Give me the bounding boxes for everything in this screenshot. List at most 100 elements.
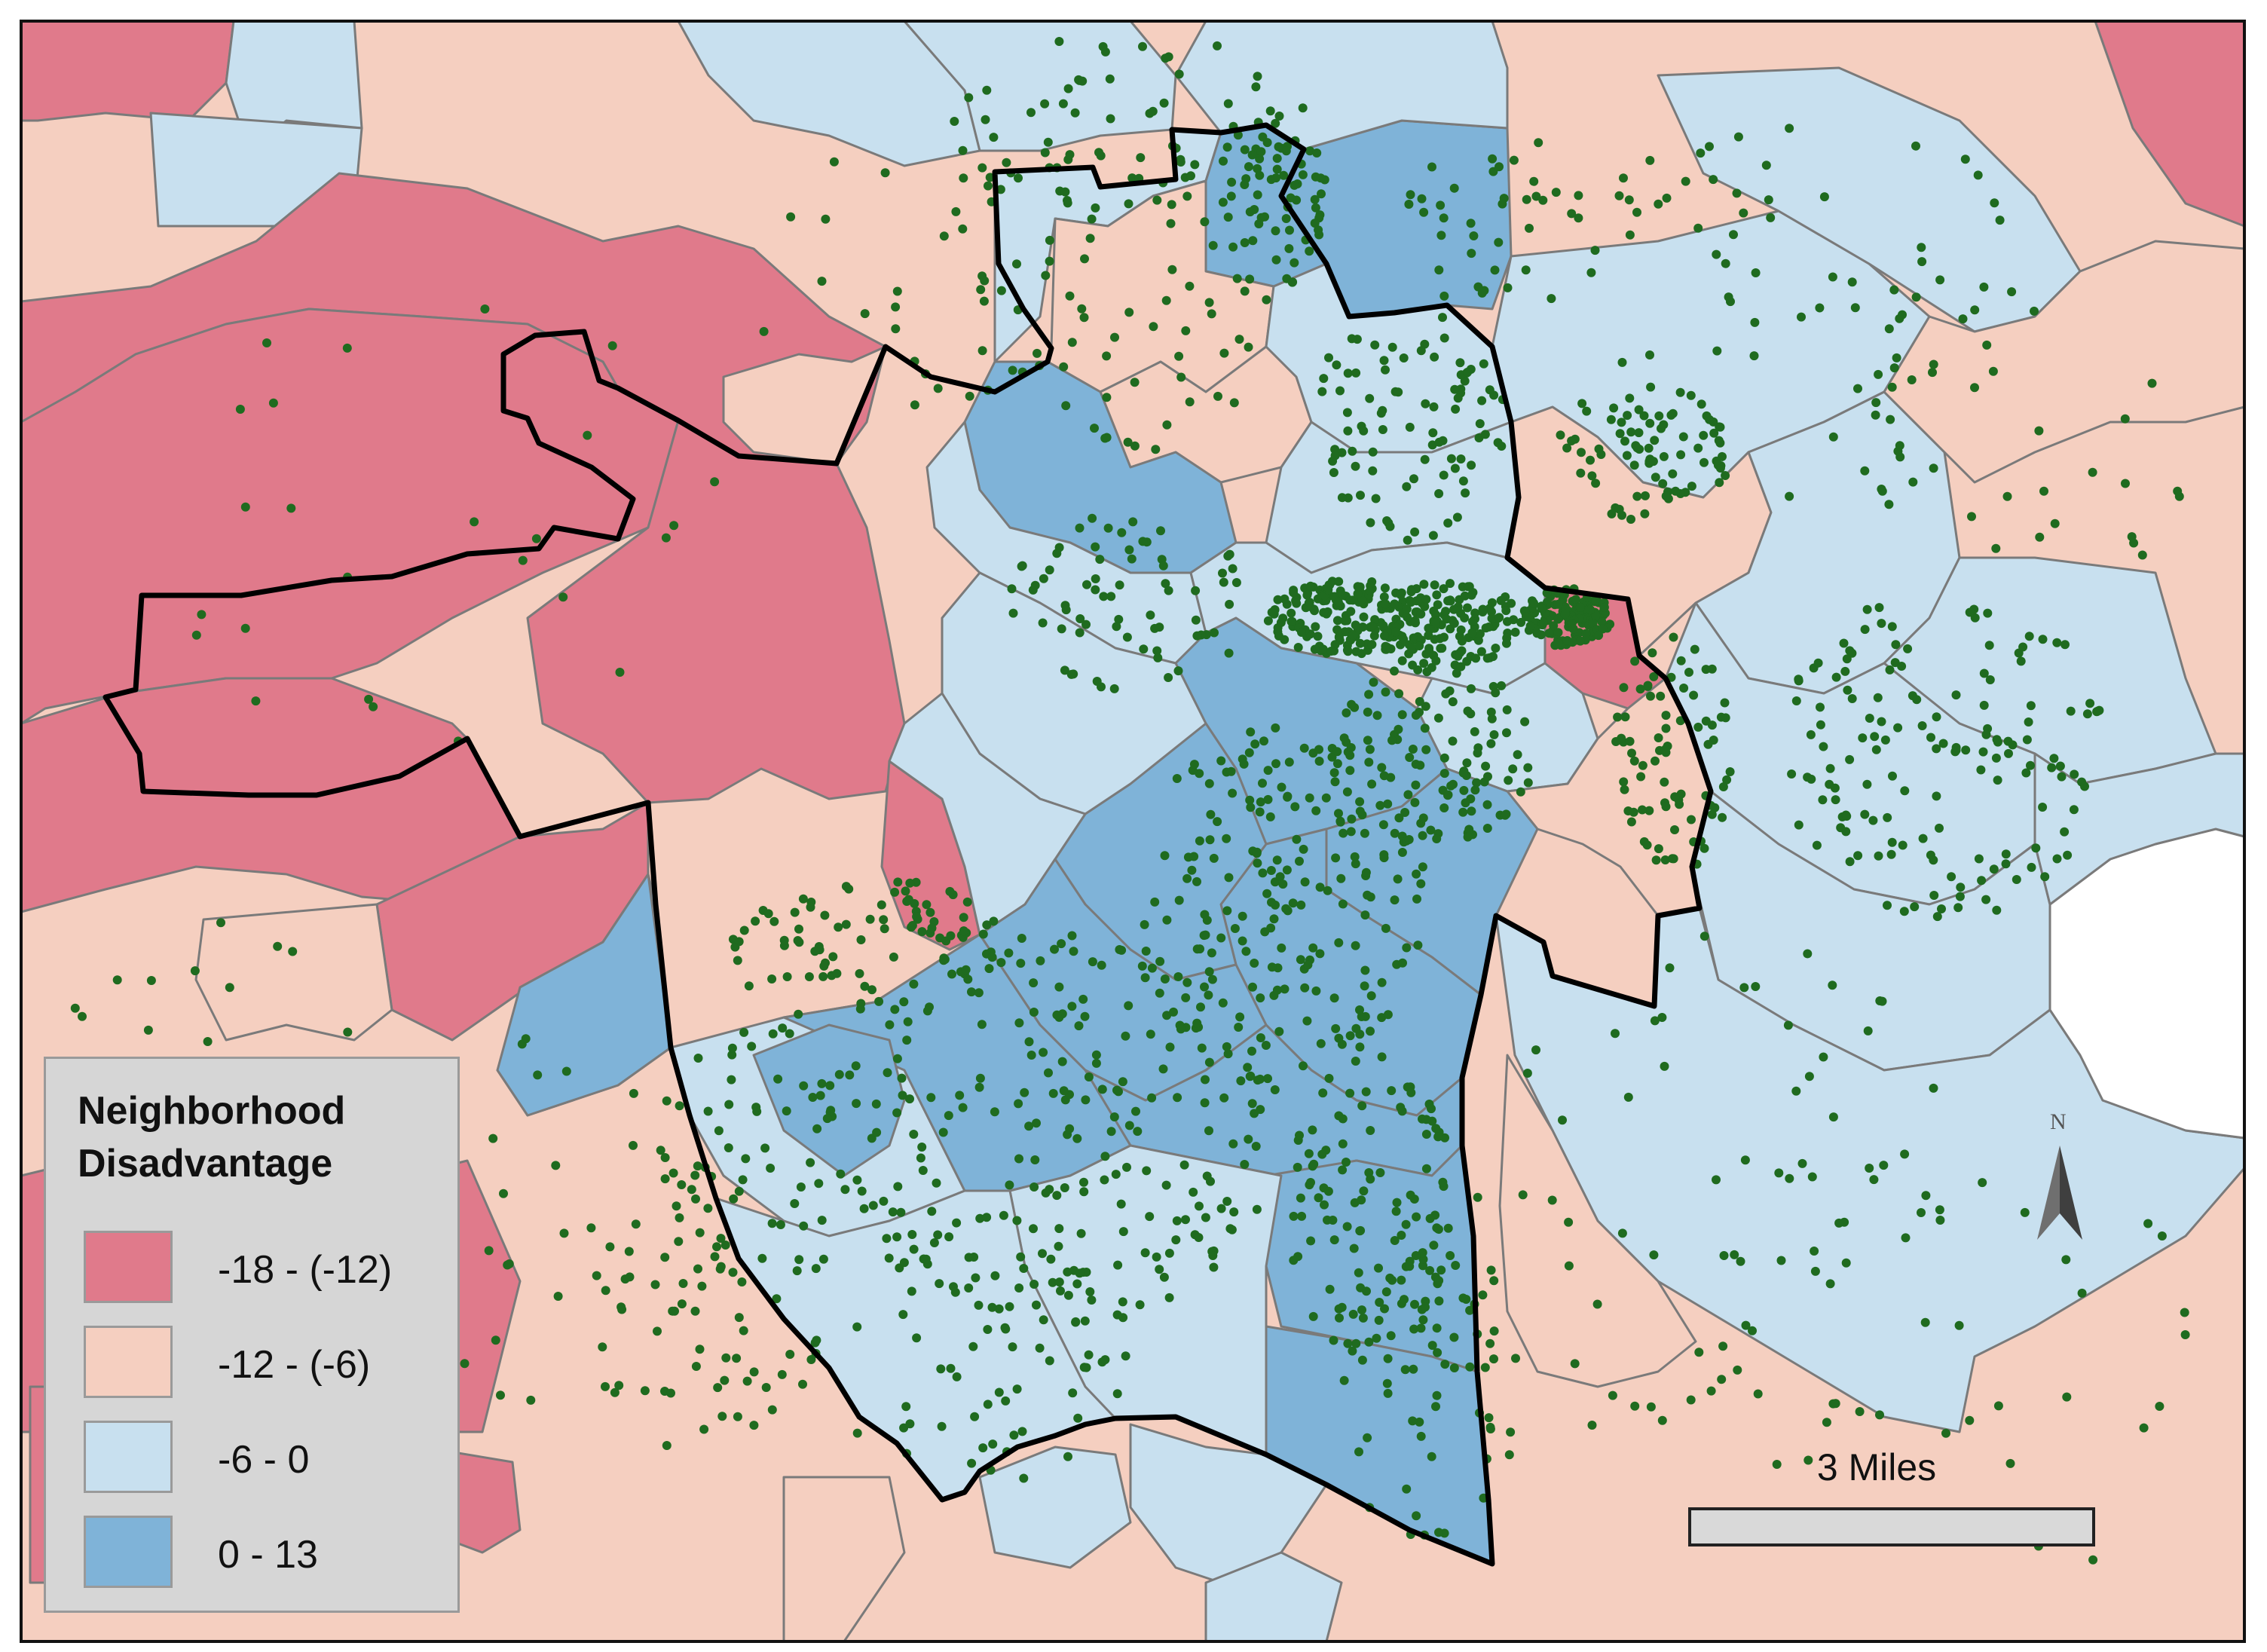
store-point <box>1112 622 1121 632</box>
store-point <box>1888 771 1897 781</box>
store-point <box>944 1232 954 1242</box>
store-point <box>1098 41 1108 51</box>
store-point <box>1100 1175 1109 1185</box>
store-point <box>1284 757 1294 767</box>
store-point <box>1428 428 1438 438</box>
store-point <box>1427 440 1437 450</box>
store-point <box>1486 707 1496 717</box>
store-point <box>1328 1216 1338 1225</box>
store-point <box>974 1082 984 1092</box>
store-point <box>1574 213 1583 223</box>
store-point <box>1172 774 1182 783</box>
store-point <box>1391 1207 1401 1216</box>
store-point <box>1282 865 1292 875</box>
store-point <box>1246 803 1256 812</box>
store-point <box>1245 795 1255 805</box>
store-point <box>1263 766 1273 776</box>
north-arrow-icon <box>2037 1146 2082 1240</box>
store-point <box>1381 365 1390 375</box>
store-point <box>987 953 997 962</box>
store-point <box>112 975 122 985</box>
store-point <box>772 1294 782 1304</box>
store-point <box>1401 1219 1411 1229</box>
store-point <box>1280 984 1290 994</box>
store-point <box>1248 982 1257 992</box>
store-point <box>1951 690 1961 700</box>
store-point <box>1368 447 1378 457</box>
store-point <box>767 1219 777 1228</box>
store-point <box>1741 1320 1751 1330</box>
store-point <box>1366 991 1376 1001</box>
store-point <box>1443 519 1453 528</box>
store-point <box>1476 647 1486 656</box>
store-point <box>1356 1225 1366 1235</box>
store-point <box>1005 1180 1014 1190</box>
store-point <box>811 1264 821 1274</box>
store-point <box>1158 561 1168 571</box>
store-point <box>922 1006 932 1016</box>
store-point <box>1019 1473 1029 1483</box>
store-point <box>1501 809 1511 819</box>
store-point <box>1343 647 1353 656</box>
store-point <box>1355 582 1365 592</box>
store-point <box>1503 283 1513 292</box>
store-point <box>1079 313 1089 323</box>
store-point <box>2057 772 2067 782</box>
store-point <box>1081 1268 1091 1277</box>
store-point <box>879 1196 889 1206</box>
store-point <box>1067 338 1077 347</box>
store-point <box>1434 1296 1444 1306</box>
store-point <box>1363 890 1372 900</box>
store-point <box>1699 932 1709 941</box>
store-point <box>1152 195 1162 205</box>
store-point <box>1313 632 1323 641</box>
store-point <box>1419 580 1429 589</box>
store-point <box>832 968 842 978</box>
store-point <box>1408 1416 1418 1426</box>
store-point <box>2050 519 2060 528</box>
store-point <box>1406 598 1416 607</box>
store-point <box>1046 1254 1056 1264</box>
store-point <box>70 1003 80 1013</box>
store-point <box>668 1306 678 1316</box>
store-point <box>2088 467 2097 477</box>
store-point <box>1224 648 1234 658</box>
store-point <box>1451 1261 1461 1270</box>
store-point <box>1643 681 1653 690</box>
store-point <box>1118 1227 1128 1237</box>
store-point <box>1009 1430 1019 1440</box>
store-point <box>1397 1275 1406 1285</box>
store-point <box>1870 732 1880 742</box>
store-point <box>1310 219 1320 228</box>
store-point <box>1403 535 1412 545</box>
store-point <box>1629 460 1639 470</box>
store-point <box>1338 899 1348 909</box>
store-point <box>1206 809 1216 819</box>
store-point <box>1253 164 1262 173</box>
store-point <box>1323 583 1332 592</box>
store-point <box>716 1234 726 1244</box>
store-point <box>1315 949 1325 959</box>
store-point <box>1446 596 1455 606</box>
store-point <box>1431 656 1441 665</box>
store-point <box>1277 782 1286 792</box>
store-point <box>1488 154 1498 164</box>
store-point <box>1570 1359 1580 1369</box>
store-point <box>1596 450 1606 459</box>
store-point <box>1455 358 1465 368</box>
store-point <box>1571 595 1580 604</box>
store-point <box>1091 1058 1101 1068</box>
store-point <box>1661 711 1671 720</box>
store-point <box>1421 399 1430 408</box>
store-point <box>1209 853 1219 863</box>
store-point <box>1151 445 1161 454</box>
store-point <box>1362 1286 1371 1296</box>
store-point <box>851 1061 861 1071</box>
store-point <box>1553 628 1563 638</box>
store-point <box>1638 805 1647 815</box>
store-point <box>1828 432 1838 442</box>
store-point <box>1960 154 1970 164</box>
store-point <box>2038 803 2048 812</box>
store-point <box>364 694 374 704</box>
store-point <box>1440 1133 1449 1143</box>
